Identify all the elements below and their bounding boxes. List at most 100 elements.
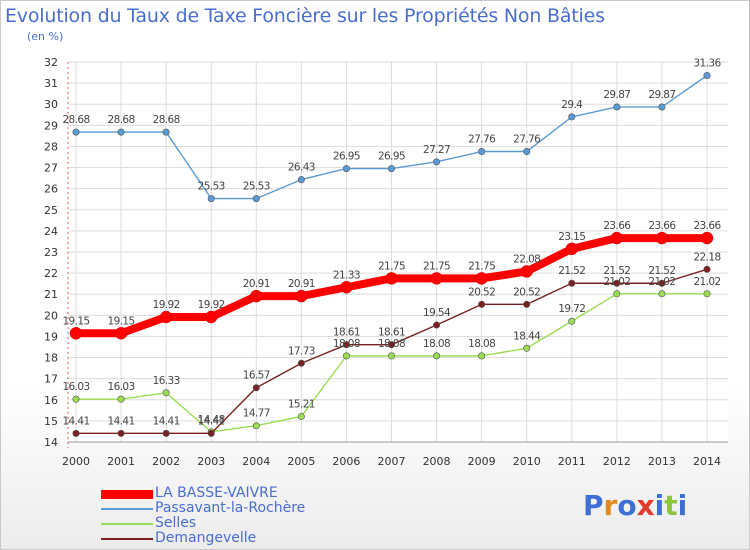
chart-subtitle: (en %) <box>27 30 64 43</box>
data-point <box>72 429 80 437</box>
data-label: 26.95 <box>333 151 360 163</box>
y-tick-label: 20 <box>44 309 58 322</box>
data-label: 19.72 <box>558 303 585 315</box>
logo-letter: x <box>636 489 655 522</box>
data-label: 14.41 <box>108 415 135 427</box>
data-point <box>342 165 350 173</box>
data-point <box>568 279 576 287</box>
data-label: 16.57 <box>243 370 270 382</box>
data-point <box>117 128 125 136</box>
data-point <box>117 395 125 403</box>
data-point <box>207 429 215 437</box>
data-label: 15.21 <box>288 398 315 410</box>
data-label: 20.91 <box>288 278 315 290</box>
x-tick-label: 2004 <box>242 455 270 468</box>
logo-letter: o <box>617 489 637 522</box>
x-tick-label: 2005 <box>287 455 315 468</box>
logo-letter: P <box>583 489 604 522</box>
data-label: 21.52 <box>603 265 630 277</box>
y-tick-label: 29 <box>44 119 58 132</box>
data-label: 27.76 <box>513 134 541 146</box>
data-label: 18.61 <box>378 327 405 339</box>
data-point <box>342 341 350 349</box>
data-point <box>478 300 486 308</box>
data-label: 26.95 <box>378 151 405 163</box>
data-label: 23.66 <box>693 220 721 232</box>
data-point <box>655 231 669 245</box>
y-tick-label: 24 <box>44 225 58 238</box>
data-label: 29.87 <box>603 89 630 101</box>
x-tick-label: 2006 <box>332 455 360 468</box>
data-point <box>565 242 579 256</box>
data-label: 16.33 <box>153 375 180 387</box>
x-tick-label: 2010 <box>513 455 541 468</box>
y-tick-label: 21 <box>44 288 58 301</box>
chart-title: Evolution du Taux de Taxe Foncière sur l… <box>5 5 605 27</box>
data-label: 29.4 <box>561 99 583 111</box>
data-label: 14.48 <box>198 414 225 426</box>
data-point <box>117 429 125 437</box>
data-label: 18.08 <box>423 338 450 350</box>
data-label: 21.75 <box>468 260 495 272</box>
data-label: 27.76 <box>468 134 496 146</box>
data-label: 20.91 <box>243 278 270 290</box>
data-point <box>613 279 621 287</box>
data-label: 23.15 <box>558 231 585 243</box>
data-point <box>658 290 666 298</box>
data-label: 28.68 <box>153 114 180 126</box>
data-label: 19.15 <box>108 315 135 327</box>
data-point <box>69 327 83 340</box>
data-point <box>568 113 576 121</box>
data-point <box>387 352 395 360</box>
y-tick-label: 16 <box>44 394 58 407</box>
x-tick-label: 2011 <box>558 455 586 468</box>
data-label: 21.02 <box>693 276 720 288</box>
data-label: 17.73 <box>288 345 315 357</box>
data-point <box>433 321 441 329</box>
legend-swatch <box>101 489 153 499</box>
data-point <box>342 352 350 360</box>
data-label: 18.08 <box>333 338 360 350</box>
logo-letter: i <box>654 489 665 522</box>
data-label: 28.68 <box>108 114 135 126</box>
data-label: 21.75 <box>423 260 450 272</box>
x-tick-label: 2013 <box>648 455 676 468</box>
data-point <box>610 231 624 245</box>
legend-label: LA BASSE-VAIVRE <box>155 485 278 501</box>
x-tick-label: 2000 <box>62 455 90 468</box>
data-label: 14.41 <box>198 415 225 427</box>
data-label: 18.44 <box>513 330 541 342</box>
data-point <box>523 300 531 308</box>
data-point <box>72 395 80 403</box>
data-point <box>523 148 531 156</box>
data-label: 26.43 <box>288 162 315 174</box>
data-label: 19.54 <box>423 307 451 319</box>
data-label: 21.02 <box>648 276 675 288</box>
legend-label: Demangevelle <box>155 530 257 546</box>
data-point <box>159 310 173 324</box>
data-point <box>162 429 170 437</box>
y-tick-label: 19 <box>44 330 58 343</box>
data-label: 21.02 <box>603 276 630 288</box>
data-label: 31.36 <box>693 58 721 70</box>
data-point <box>207 195 215 203</box>
data-label: 29.87 <box>648 89 675 101</box>
data-label: 21.52 <box>558 265 585 277</box>
y-tick-label: 30 <box>44 98 58 111</box>
proxiti-logo: Proxiti <box>583 489 687 522</box>
data-label: 18.08 <box>378 338 405 350</box>
y-tick-label: 14 <box>44 436 58 449</box>
legend-swatch <box>101 523 153 525</box>
data-label: 25.53 <box>243 181 270 193</box>
x-tick-label: 2012 <box>603 455 631 468</box>
x-tick-label: 2003 <box>197 455 225 468</box>
y-tick-label: 32 <box>44 56 58 69</box>
data-label: 18.61 <box>333 327 360 339</box>
data-point <box>658 279 666 287</box>
x-tick-label: 2002 <box>152 455 180 468</box>
x-tick-label: 2008 <box>423 455 451 468</box>
x-tick-label: 2007 <box>378 455 406 468</box>
data-label: 23.66 <box>603 220 631 232</box>
